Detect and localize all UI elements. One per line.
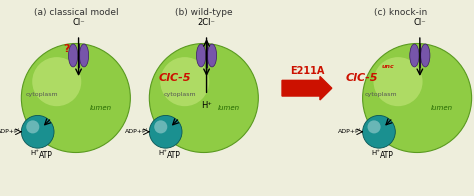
Text: (a) classical model: (a) classical model bbox=[34, 8, 118, 17]
Ellipse shape bbox=[420, 44, 430, 67]
Ellipse shape bbox=[68, 44, 78, 67]
Ellipse shape bbox=[207, 44, 217, 67]
Text: ADP+Pᴵ: ADP+Pᴵ bbox=[0, 129, 20, 134]
Text: ClC-5: ClC-5 bbox=[346, 73, 379, 83]
Text: Cl⁻: Cl⁻ bbox=[72, 18, 85, 27]
Text: cytoplasm: cytoplasm bbox=[365, 92, 398, 97]
Ellipse shape bbox=[32, 57, 82, 106]
Ellipse shape bbox=[363, 44, 472, 152]
Text: ADP+Pᴵ: ADP+Pᴵ bbox=[338, 129, 361, 134]
Text: lumen: lumen bbox=[89, 105, 111, 111]
Ellipse shape bbox=[149, 44, 258, 152]
Ellipse shape bbox=[363, 115, 395, 148]
Ellipse shape bbox=[154, 120, 167, 133]
Text: lumen: lumen bbox=[217, 105, 239, 111]
Text: 2Cl⁻: 2Cl⁻ bbox=[198, 18, 216, 27]
Text: ATP: ATP bbox=[380, 151, 394, 160]
Ellipse shape bbox=[410, 44, 419, 67]
Text: (c) knock-in: (c) knock-in bbox=[374, 8, 427, 17]
Text: ATP: ATP bbox=[39, 151, 53, 160]
FancyArrow shape bbox=[282, 76, 332, 100]
Ellipse shape bbox=[26, 120, 39, 133]
Text: unc: unc bbox=[382, 64, 394, 69]
Text: ClC-5: ClC-5 bbox=[159, 73, 191, 83]
Text: H⁺: H⁺ bbox=[371, 150, 380, 156]
Text: H⁺: H⁺ bbox=[30, 150, 39, 156]
Text: E211A: E211A bbox=[290, 66, 324, 76]
Ellipse shape bbox=[196, 44, 206, 67]
Text: (b) wild-type: (b) wild-type bbox=[175, 8, 233, 17]
Text: cytoplasm: cytoplasm bbox=[164, 92, 196, 97]
Ellipse shape bbox=[79, 44, 89, 67]
Text: ADP+Pᴵ: ADP+Pᴵ bbox=[125, 129, 148, 134]
Ellipse shape bbox=[160, 57, 210, 106]
Text: ATP: ATP bbox=[167, 151, 181, 160]
Text: H⁺: H⁺ bbox=[158, 150, 167, 156]
Text: ?: ? bbox=[64, 44, 70, 54]
Text: cytoplasm: cytoplasm bbox=[26, 92, 59, 97]
Ellipse shape bbox=[149, 115, 182, 148]
Ellipse shape bbox=[21, 44, 130, 152]
Ellipse shape bbox=[21, 115, 54, 148]
Text: H⁺: H⁺ bbox=[201, 101, 212, 110]
Ellipse shape bbox=[374, 57, 422, 106]
Ellipse shape bbox=[367, 120, 381, 133]
Text: Cl⁻: Cl⁻ bbox=[413, 18, 426, 27]
Text: lumen: lumen bbox=[430, 105, 453, 111]
